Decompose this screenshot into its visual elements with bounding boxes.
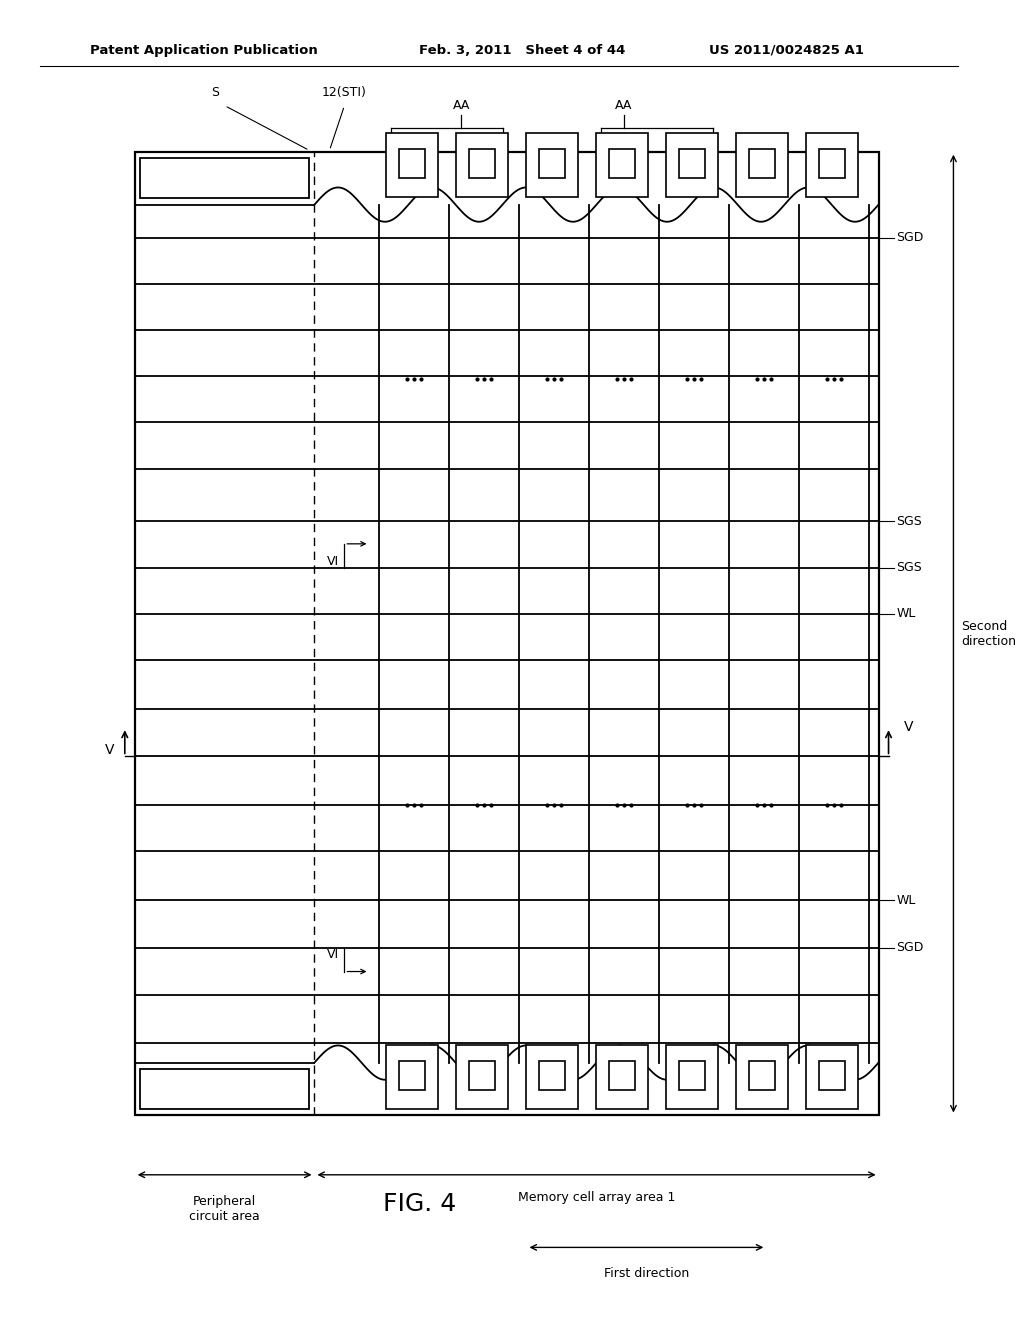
Text: 12(STI): 12(STI) bbox=[322, 86, 367, 99]
Bar bbox=[457, 1045, 508, 1109]
Bar bbox=[139, 1069, 309, 1109]
Bar bbox=[386, 1045, 438, 1109]
Text: V: V bbox=[903, 721, 913, 734]
Text: Second
direction: Second direction bbox=[962, 619, 1017, 648]
Bar bbox=[666, 1045, 718, 1109]
Bar bbox=[135, 152, 879, 1115]
Text: S: S bbox=[211, 86, 219, 99]
Bar bbox=[399, 149, 425, 178]
Text: FIG. 4: FIG. 4 bbox=[383, 1192, 456, 1216]
Text: First direction: First direction bbox=[604, 1267, 689, 1280]
Text: WL: WL bbox=[897, 607, 915, 620]
Text: VI: VI bbox=[328, 554, 339, 568]
Text: VI: VI bbox=[328, 948, 339, 961]
Bar bbox=[679, 149, 705, 178]
Text: US 2011/0024825 A1: US 2011/0024825 A1 bbox=[709, 44, 863, 57]
Bar bbox=[596, 133, 648, 197]
Text: SGD: SGD bbox=[897, 941, 924, 954]
Bar bbox=[736, 1045, 787, 1109]
Bar bbox=[469, 149, 496, 178]
Bar bbox=[539, 149, 565, 178]
Bar bbox=[526, 1045, 579, 1109]
Bar bbox=[818, 1061, 845, 1090]
Bar bbox=[609, 149, 635, 178]
Text: SGD: SGD bbox=[897, 231, 924, 244]
Text: V: V bbox=[105, 743, 115, 756]
Text: AA: AA bbox=[453, 99, 470, 112]
Text: Memory cell array area 1: Memory cell array area 1 bbox=[518, 1191, 675, 1204]
Bar bbox=[399, 1061, 425, 1090]
Bar bbox=[818, 149, 845, 178]
Bar bbox=[736, 133, 787, 197]
Bar bbox=[806, 133, 857, 197]
Bar bbox=[539, 1061, 565, 1090]
Bar bbox=[806, 1045, 857, 1109]
Text: WL: WL bbox=[897, 894, 915, 907]
Text: Feb. 3, 2011   Sheet 4 of 44: Feb. 3, 2011 Sheet 4 of 44 bbox=[419, 44, 626, 57]
Text: SGS: SGS bbox=[897, 561, 923, 574]
Bar bbox=[386, 133, 438, 197]
Bar bbox=[139, 158, 309, 198]
Bar bbox=[457, 133, 508, 197]
Bar bbox=[526, 133, 579, 197]
Text: SGS: SGS bbox=[897, 515, 923, 528]
Text: AA: AA bbox=[615, 99, 633, 112]
Text: Peripheral
circuit area: Peripheral circuit area bbox=[189, 1195, 260, 1222]
Bar bbox=[666, 133, 718, 197]
Bar bbox=[679, 1061, 705, 1090]
Bar bbox=[749, 149, 775, 178]
Bar bbox=[609, 1061, 635, 1090]
Text: Patent Application Publication: Patent Application Publication bbox=[90, 44, 317, 57]
Bar bbox=[596, 1045, 648, 1109]
Bar bbox=[469, 1061, 496, 1090]
Bar bbox=[749, 1061, 775, 1090]
